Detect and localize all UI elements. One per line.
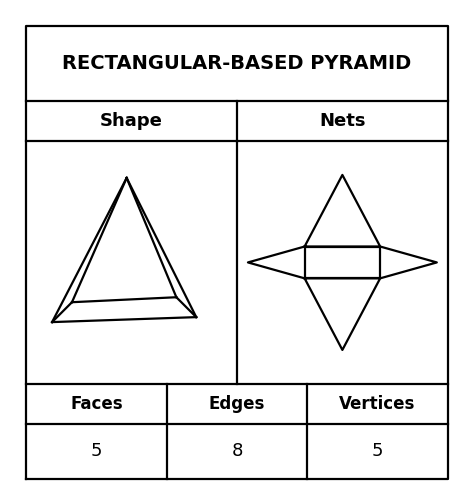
Text: Vertices: Vertices: [339, 395, 416, 413]
Text: Nets: Nets: [319, 112, 365, 130]
Text: 5: 5: [372, 442, 383, 460]
Text: 8: 8: [231, 442, 243, 460]
Text: Shape: Shape: [100, 112, 163, 130]
Text: Faces: Faces: [70, 395, 123, 413]
Text: Edges: Edges: [209, 395, 265, 413]
Text: 5: 5: [91, 442, 102, 460]
Text: RECTANGULAR-BASED PYRAMID: RECTANGULAR-BASED PYRAMID: [63, 54, 411, 73]
